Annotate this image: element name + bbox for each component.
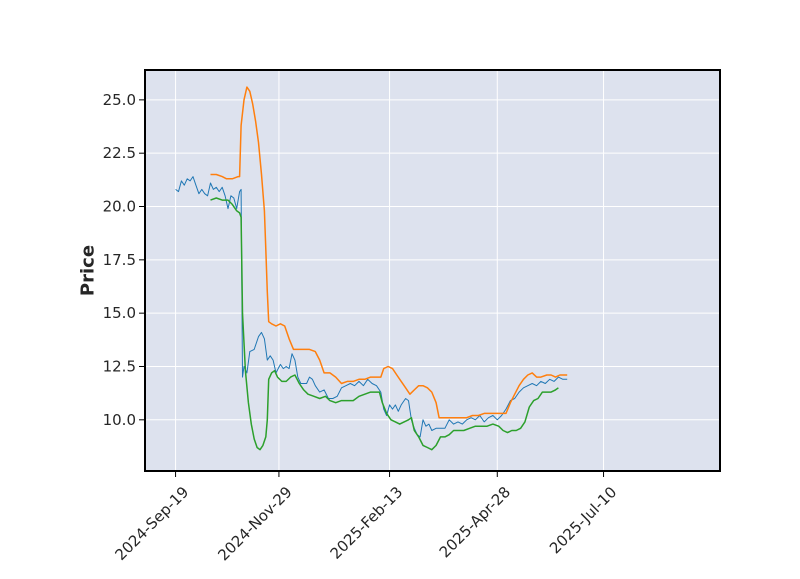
y-tick-label: 17.5 (103, 251, 136, 269)
x-tick-label: 2025-Feb-13 (327, 483, 407, 563)
y-axis: 10.0 12.5 15.0 17.5 20.0 22.5 25.0 (103, 91, 145, 429)
y-tick-label: 10.0 (103, 411, 136, 429)
x-tick-label: 2025-Apr-28 (436, 483, 514, 561)
y-tick-label: 20.0 (103, 198, 136, 216)
x-tick-label: 2025-Jul-10 (546, 483, 620, 557)
series-line-3 (210, 197, 559, 451)
x-tick-label: 2024-Sep-19 (111, 483, 192, 564)
y-tick-label: 15.0 (103, 304, 136, 322)
plot-background (145, 70, 720, 471)
x-axis: 2024-Sep-19 2024-Nov-29 2025-Feb-13 2025-Ap… (111, 471, 620, 564)
y-tick-label: 12.5 (103, 357, 136, 375)
x-tick-label: 2024-Nov-29 (214, 483, 295, 564)
plot-frame (144, 69, 721, 472)
y-tick-label: 22.5 (103, 144, 136, 162)
series-line-2 (210, 86, 568, 419)
y-tick-label: 25.0 (103, 91, 136, 109)
y-axis-label: Price (78, 245, 99, 296)
series-lines (175, 86, 568, 451)
